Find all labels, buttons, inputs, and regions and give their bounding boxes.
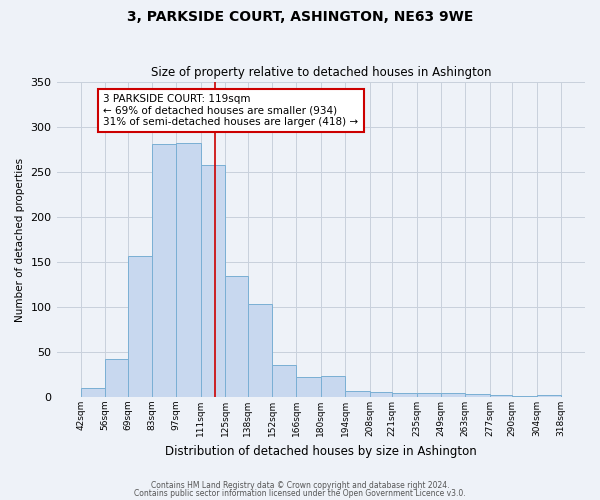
Bar: [80, 388, 105, 397]
Bar: [512, 396, 536, 397]
Text: Contains HM Land Registry data © Crown copyright and database right 2024.: Contains HM Land Registry data © Crown c…: [151, 480, 449, 490]
Bar: [345, 390, 370, 397]
Y-axis label: Number of detached properties: Number of detached properties: [15, 158, 25, 322]
Bar: [536, 395, 561, 397]
Text: Contains public sector information licensed under the Open Government Licence v3: Contains public sector information licen…: [134, 489, 466, 498]
Bar: [128, 256, 152, 397]
Bar: [416, 394, 441, 397]
Bar: [370, 392, 392, 397]
Bar: [296, 377, 321, 397]
Bar: [152, 144, 176, 397]
Bar: [176, 143, 200, 397]
Bar: [441, 394, 465, 397]
Bar: [490, 395, 512, 397]
Bar: [200, 165, 225, 397]
Bar: [248, 304, 272, 397]
Bar: [465, 394, 490, 397]
Bar: [272, 364, 296, 397]
Title: Size of property relative to detached houses in Ashington: Size of property relative to detached ho…: [151, 66, 491, 80]
Bar: [321, 376, 345, 397]
X-axis label: Distribution of detached houses by size in Ashington: Distribution of detached houses by size …: [165, 444, 476, 458]
Bar: [392, 392, 416, 397]
Text: 3, PARKSIDE COURT, ASHINGTON, NE63 9WE: 3, PARKSIDE COURT, ASHINGTON, NE63 9WE: [127, 10, 473, 24]
Bar: [105, 359, 128, 397]
Bar: [225, 276, 248, 397]
Text: 3 PARKSIDE COURT: 119sqm
← 69% of detached houses are smaller (934)
31% of semi-: 3 PARKSIDE COURT: 119sqm ← 69% of detach…: [103, 94, 358, 127]
